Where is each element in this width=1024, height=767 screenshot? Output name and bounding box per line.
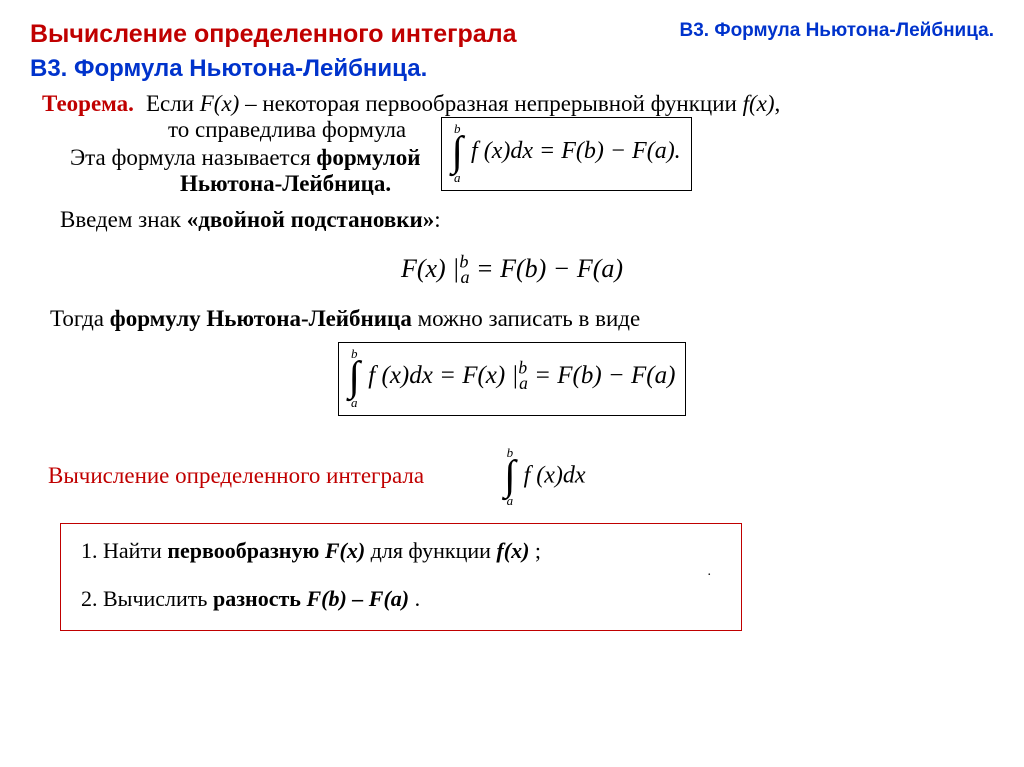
stray-dot: . (81, 564, 721, 580)
theorem-text-line2: то справедлива формула (168, 117, 421, 143)
integral-symbol: b ∫ a (349, 347, 361, 409)
double-substitution-intro: Введем знак «двойной подстановки»: (60, 207, 994, 233)
compute-integral: b ∫ a f (x)dx (504, 446, 585, 508)
formula-name-line1: Эта формула называется формулой (70, 145, 421, 171)
formula-box-2: b ∫ a f (x)dx = F(x) |ba = F(b) − F(a) (338, 342, 687, 416)
double-substitution-formula: F(x) |ba = F(b) − F(a) (30, 251, 994, 288)
steps-box: 1. Найти первообразную F(x) для функции … (60, 523, 742, 631)
step-1: 1. Найти первообразную F(x) для функции … (81, 538, 721, 564)
header-right-label: В3. Формула Ньютона-Лейбница. (680, 20, 994, 42)
then-text: Тогда формулу Ньютона-Лейбница можно зап… (50, 306, 994, 332)
subtitle: В3. Формула Ньютона-Лейбница. (30, 55, 994, 83)
formula-name-line2: Ньютона-Лейбница. (180, 171, 421, 197)
compute-title: Вычисление определенного интеграла (48, 463, 424, 489)
integral-symbol: b ∫ a (452, 122, 464, 184)
theorem-label: Теорема. (42, 91, 134, 117)
theorem-text-line1: Если F(x) – некоторая первообразная непр… (146, 91, 780, 117)
step-2: 2. Вычислить разность F(b) – F(a) . (81, 586, 721, 612)
formula-box-1: b ∫ a f (x)dx = F(b) − F(a). (441, 117, 692, 191)
page-title: Вычисление определенного интеграла (30, 20, 517, 49)
